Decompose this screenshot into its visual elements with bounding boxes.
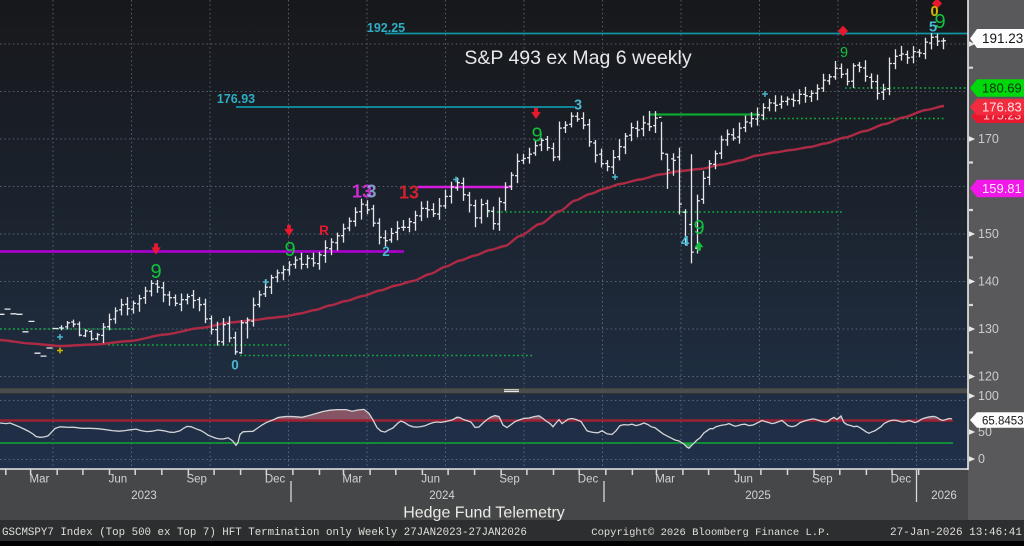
- svg-text:2: 2: [382, 244, 390, 259]
- svg-text:Hedge Fund Telemetry: Hedge Fund Telemetry: [403, 505, 565, 522]
- svg-text:Sep: Sep: [186, 474, 206, 486]
- svg-text:S&P 493 ex Mag 6 weekly: S&P 493 ex Mag 6 weekly: [464, 47, 692, 69]
- svg-text:9: 9: [934, 11, 945, 33]
- svg-text:159.81: 159.81: [982, 181, 1022, 196]
- svg-text:9: 9: [693, 217, 704, 239]
- svg-text:192.25: 192.25: [367, 21, 405, 35]
- svg-text:4: 4: [681, 233, 690, 250]
- svg-text:Jun: Jun: [421, 474, 440, 486]
- svg-text:Dec: Dec: [578, 474, 599, 486]
- svg-text:Sep: Sep: [499, 474, 519, 486]
- svg-text:13: 13: [352, 182, 372, 202]
- svg-text:120: 120: [978, 370, 999, 384]
- svg-text:180.69: 180.69: [982, 81, 1022, 96]
- svg-text:9: 9: [840, 45, 848, 61]
- svg-text:170: 170: [978, 132, 999, 146]
- svg-text:Jun: Jun: [109, 474, 128, 486]
- svg-text:2024: 2024: [429, 490, 455, 502]
- svg-text:176.83: 176.83: [982, 100, 1022, 115]
- svg-text:Dec: Dec: [891, 474, 912, 486]
- svg-text:50: 50: [978, 425, 992, 439]
- svg-text:Copyright© 2026 Bloomberg Fina: Copyright© 2026 Bloomberg Finance L.P.: [591, 527, 830, 539]
- svg-text:150: 150: [978, 227, 999, 241]
- svg-text:9: 9: [150, 261, 161, 283]
- svg-text:9: 9: [531, 125, 542, 147]
- svg-text:3: 3: [366, 182, 376, 202]
- svg-text:Dec: Dec: [265, 474, 286, 486]
- svg-text:0: 0: [978, 452, 985, 466]
- svg-text:Jun: Jun: [734, 474, 753, 486]
- svg-text:191.23: 191.23: [982, 31, 1023, 46]
- svg-text:100: 100: [978, 389, 999, 403]
- svg-text:2025: 2025: [745, 490, 771, 502]
- svg-text:9: 9: [284, 239, 295, 261]
- svg-text:Mar: Mar: [342, 474, 362, 486]
- svg-text:13: 13: [399, 183, 419, 203]
- svg-text:5: 5: [929, 19, 937, 36]
- svg-text:65.8453: 65.8453: [982, 416, 1024, 428]
- svg-text:3: 3: [574, 98, 582, 114]
- svg-text:Mar: Mar: [655, 474, 675, 486]
- svg-text:R: R: [319, 223, 329, 238]
- svg-text:0: 0: [231, 358, 239, 373]
- svg-text:0: 0: [930, 4, 938, 20]
- svg-text:Mar: Mar: [29, 474, 49, 486]
- svg-text:27-Jan-2026 13:46:41: 27-Jan-2026 13:46:41: [890, 527, 1022, 539]
- svg-text:140: 140: [978, 275, 999, 289]
- svg-text:GSCMSPY7 Index (Top 500 ex Top: GSCMSPY7 Index (Top 500 ex Top 7) HFT Te…: [2, 527, 527, 539]
- svg-text:176.93: 176.93: [217, 92, 255, 106]
- svg-text:2023: 2023: [131, 490, 157, 502]
- svg-text:2026: 2026: [931, 490, 957, 502]
- svg-text:Sep: Sep: [812, 474, 832, 486]
- svg-text:130: 130: [978, 322, 999, 336]
